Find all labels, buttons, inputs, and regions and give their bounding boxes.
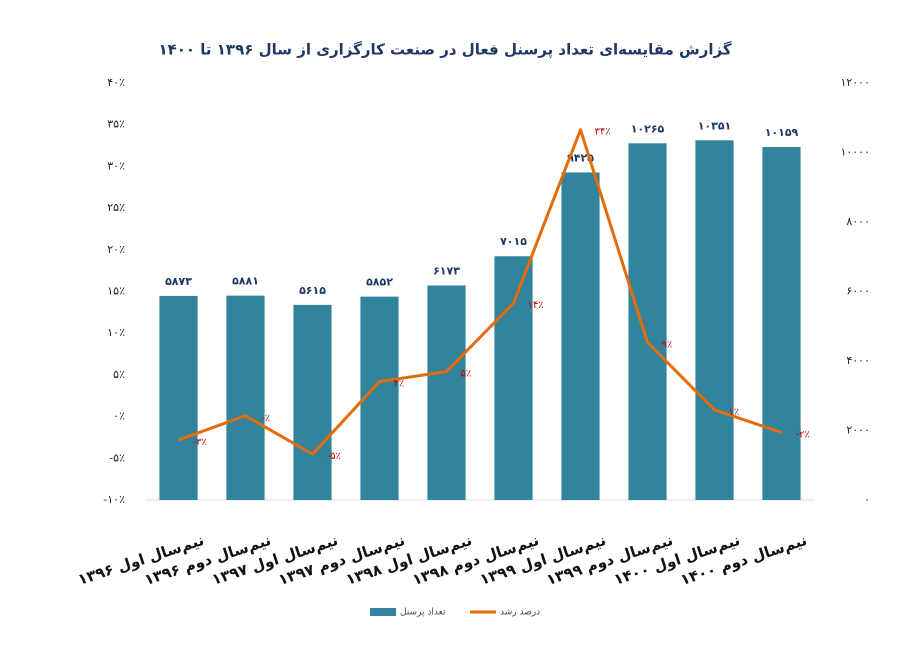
y2-tick-label: ۰ xyxy=(864,493,870,506)
line-value-label: -۳٪ xyxy=(193,437,207,448)
y2-tick-label: ۲۰۰۰ xyxy=(846,424,870,437)
y-tick-label: -۵٪ xyxy=(109,451,125,464)
y-tick-label: ۲۵٪ xyxy=(107,201,125,214)
line xyxy=(177,128,782,456)
bar-value-label: ۵۶۱۵ xyxy=(299,284,326,297)
y-tick-label: ۲۰٪ xyxy=(107,243,125,256)
line-value-label: ۵٪ xyxy=(461,369,472,380)
bar-value-label: ۵۸۸۱ xyxy=(232,275,259,288)
bar xyxy=(628,143,667,500)
y-tick-label: ۴۰٪ xyxy=(107,76,125,89)
line-value-label: ۴٪ xyxy=(394,379,405,390)
bar xyxy=(159,295,198,500)
legend-swatch xyxy=(370,608,396,616)
line-value-label: ۱۴٪ xyxy=(528,300,544,311)
y2-tick-label: ۱۰۰۰۰ xyxy=(840,146,870,159)
line-value-label: -۵٪ xyxy=(327,451,341,462)
bar xyxy=(762,146,801,501)
legend-label: تعداد پرسنل xyxy=(400,608,446,618)
line-value-label: ۹٪ xyxy=(662,339,673,350)
y-tick-label: ۳۵٪ xyxy=(107,118,125,131)
y-tick-label: ۱۵٪ xyxy=(107,285,125,298)
y2-tick-label: ۶۰۰۰ xyxy=(846,285,870,298)
bar xyxy=(695,140,734,501)
legend-label: درصد رشد xyxy=(500,608,540,618)
y-tick-label: ۵٪ xyxy=(113,368,125,381)
y-tick-label: ۳۰٪ xyxy=(107,159,125,172)
y2-tick-label: ۸۰۰۰ xyxy=(846,215,870,228)
bar-value-label: ۷۰۱۵ xyxy=(500,235,527,248)
bar-value-label: ۱۰۲۶۵ xyxy=(631,122,665,135)
bar xyxy=(226,295,265,500)
bar xyxy=(360,296,399,500)
y2-tick-label: ۴۰۰۰ xyxy=(846,354,870,367)
line-value-label: ۰٪ xyxy=(260,413,271,424)
bar-value-label: ۵۸۷۳ xyxy=(165,275,192,288)
bar-value-label: ۶۱۷۳ xyxy=(433,264,460,277)
bar xyxy=(293,304,332,500)
bar-value-label: ۵۸۵۲ xyxy=(366,276,393,289)
line-value-label: -۲٪ xyxy=(796,429,810,440)
bar xyxy=(494,256,533,500)
bar-value-label: ۱۰۱۵۹ xyxy=(765,126,799,139)
y2-tick-label: ۱۲۰۰۰ xyxy=(840,76,870,89)
y-tick-label: ۱۰٪ xyxy=(107,326,125,339)
bar xyxy=(561,172,600,500)
y-tick-label: ۰٪ xyxy=(113,410,125,423)
bar-value-label: ۱۰۳۵۱ xyxy=(698,119,732,132)
line-value-label: ۱٪ xyxy=(729,407,740,418)
y-tick-label: -۱۰٪ xyxy=(103,493,125,506)
bar xyxy=(427,285,466,500)
line-value-label: ۳۴٪ xyxy=(595,127,611,138)
chart-title: گزارش مقایسه‌ای تعداد پرسنل فعال در صنعت… xyxy=(158,41,731,60)
